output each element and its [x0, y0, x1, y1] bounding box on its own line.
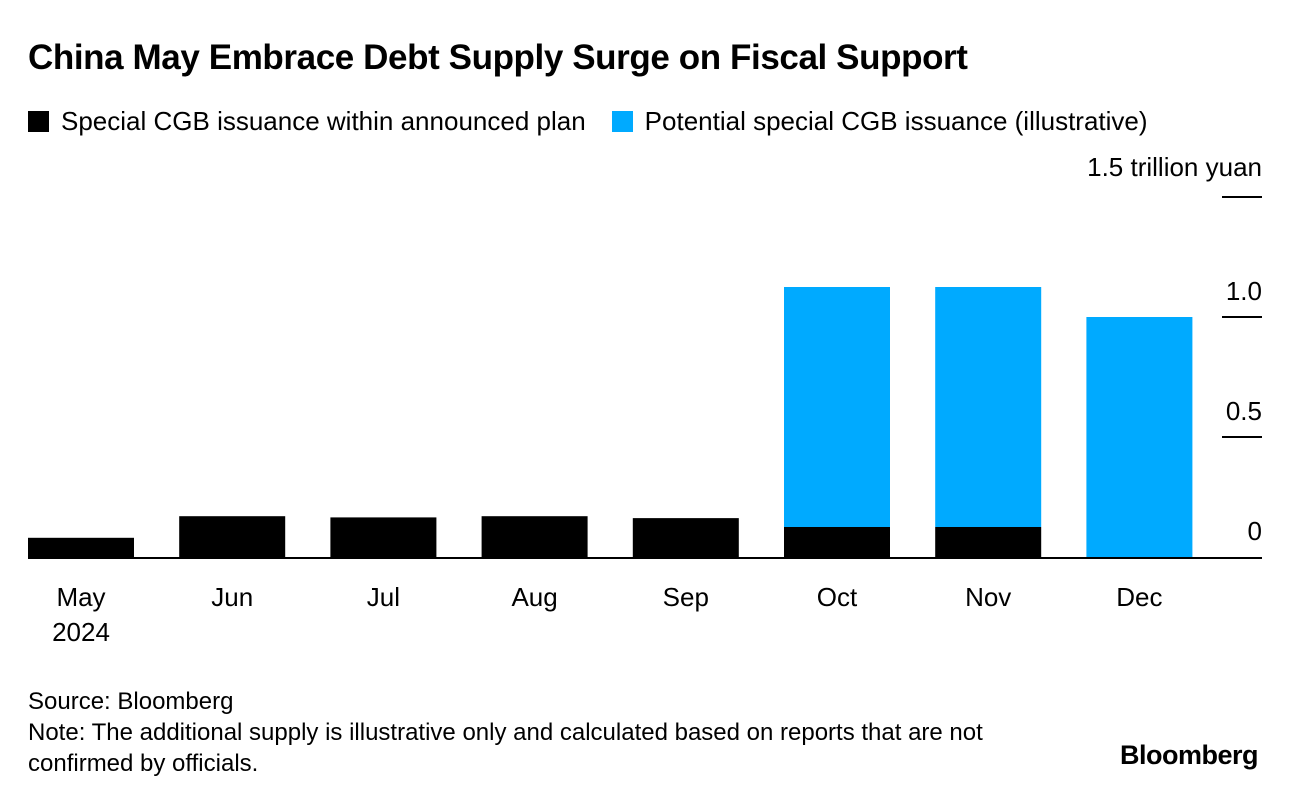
x-tick-label-oct: Oct — [817, 582, 858, 612]
y-tick-label-1: 0.5 — [1226, 396, 1262, 426]
bar-jun-planned — [179, 516, 286, 557]
legend-swatch-planned — [28, 111, 49, 132]
x-tick-label-sep: Sep — [663, 582, 709, 612]
x-tick-sublabel-may: 2024 — [52, 617, 110, 647]
legend-swatch-potential — [611, 111, 633, 132]
bar-jul-planned — [330, 517, 437, 557]
bar-dec-potential — [1086, 317, 1193, 557]
legend-label-planned: Special CGB issuance within announced pl… — [61, 106, 586, 136]
bar-aug-planned — [481, 516, 588, 557]
x-tick-label-jul: Jul — [367, 582, 400, 612]
note-text: Note: The additional supply is illustrat… — [28, 719, 983, 777]
y-axis-unit-label: 1.5 trillion yuan — [1087, 152, 1262, 182]
x-tick-label-may: May — [56, 582, 105, 612]
bar-oct-planned — [784, 527, 890, 557]
y-tick-label-2: 1.0 — [1226, 276, 1262, 306]
footnote: Source: Bloomberg Note: The additional s… — [28, 686, 1038, 779]
bar-nov-potential — [935, 287, 1042, 527]
x-tick-label-aug: Aug — [511, 582, 557, 612]
legend: Special CGB issuance within announced pl… — [28, 106, 1174, 137]
legend-item-planned: Special CGB issuance within announced pl… — [28, 106, 586, 137]
chart-title: China May Embrace Debt Supply Surge on F… — [28, 38, 968, 77]
bar-oct-potential — [784, 287, 890, 527]
bar-chart: 0 0.5 1.0 May 2024 Jun Jul Aug Sep Oct Nov Dec — [28, 196, 1262, 647]
legend-label-potential: Potential special CGB issuance (illustra… — [644, 106, 1148, 136]
x-tick-label-jun: Jun — [211, 582, 253, 612]
x-tick-label-nov: Nov — [965, 582, 1011, 612]
bar-may-planned — [28, 537, 134, 557]
source-text: Source: Bloomberg — [28, 688, 234, 715]
bar-sep-planned — [632, 518, 739, 557]
bar-nov-planned — [935, 527, 1042, 557]
bloomberg-logo: Bloomberg — [1119, 740, 1259, 770]
x-tick-label-dec: Dec — [1116, 582, 1162, 612]
y-tick-label-0: 0 — [1248, 516, 1262, 546]
legend-item-potential: Potential special CGB issuance (illustra… — [611, 106, 1148, 137]
